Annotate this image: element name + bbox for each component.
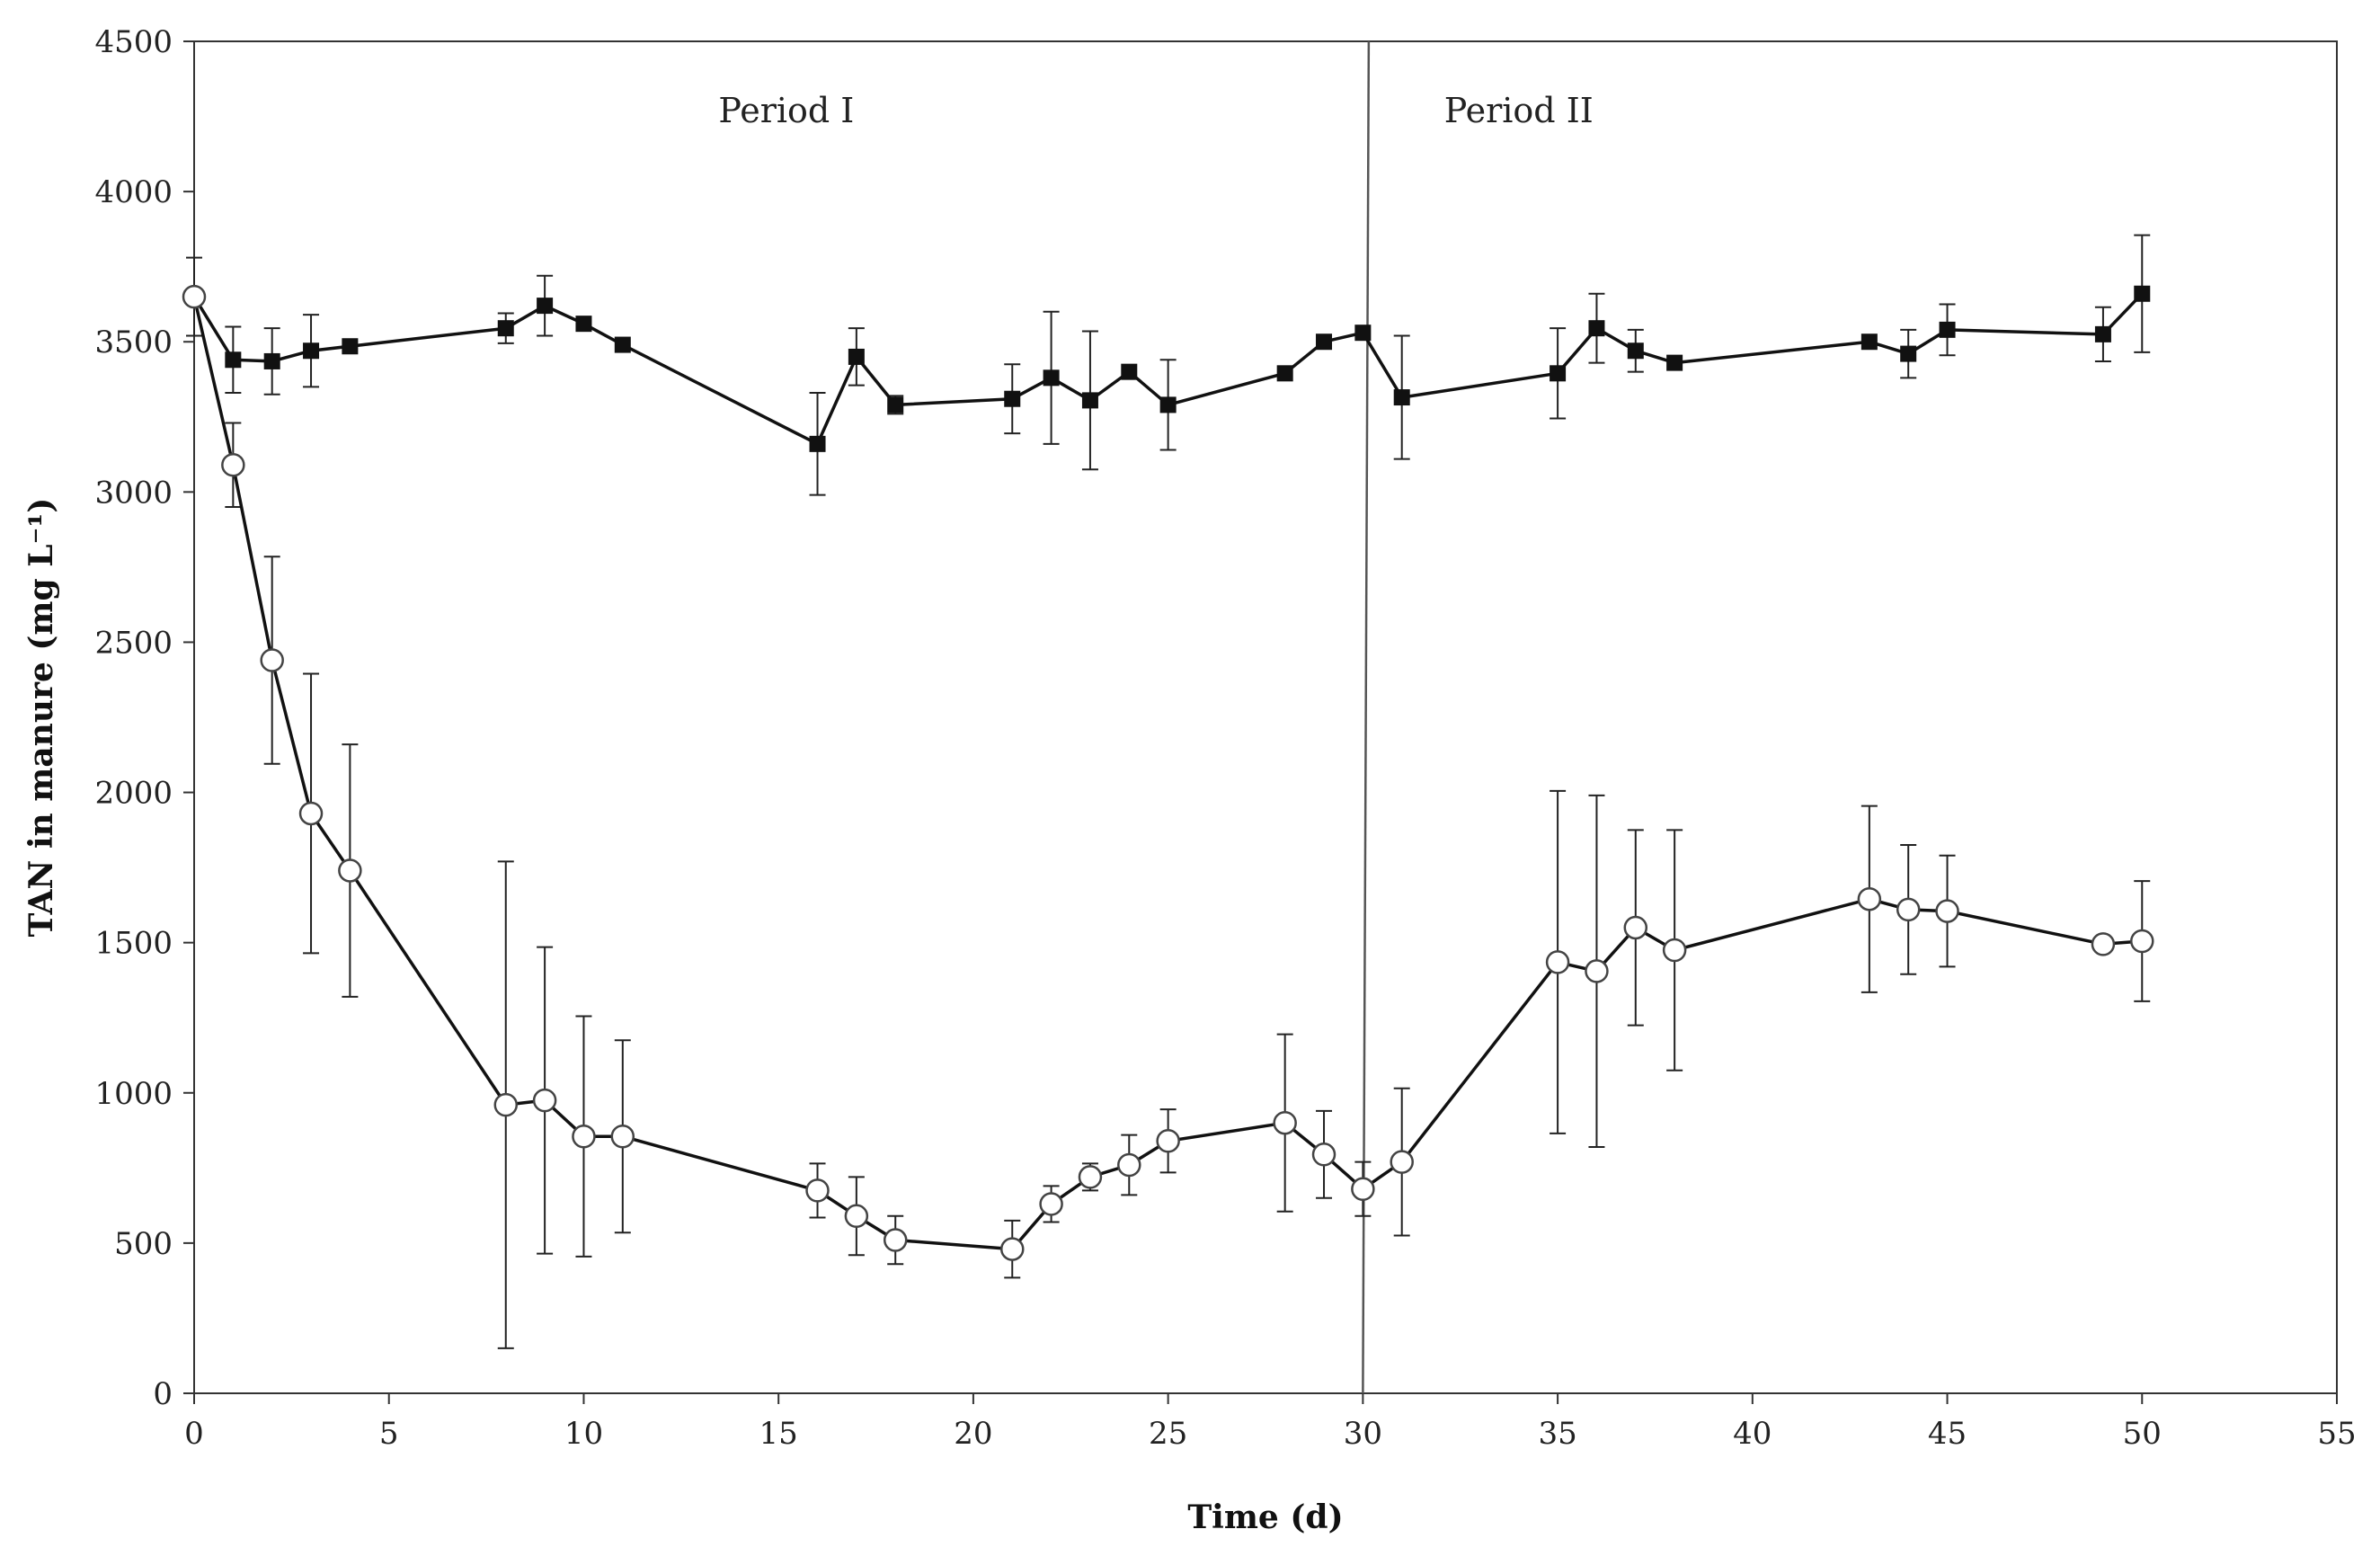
circle-marker bbox=[1935, 899, 1959, 923]
y-tick-label: 4000 bbox=[94, 174, 173, 210]
square-marker bbox=[303, 342, 320, 360]
annotations-group: Period I Period II bbox=[718, 91, 1593, 130]
markers-group bbox=[182, 284, 2154, 1261]
square-marker bbox=[1354, 325, 1372, 342]
square-marker bbox=[614, 336, 631, 353]
x-axis-title: Time (d) bbox=[1187, 1498, 1343, 1536]
x-tick-label: 35 bbox=[1538, 1416, 1576, 1452]
square-marker bbox=[1159, 396, 1177, 413]
x-tick-label: 55 bbox=[2317, 1416, 2356, 1452]
x-tick-label: 50 bbox=[2123, 1416, 2162, 1452]
circle-marker bbox=[1545, 950, 1570, 974]
circle-marker bbox=[1662, 938, 1687, 963]
circle-marker bbox=[1078, 1165, 1103, 1189]
circle-marker bbox=[298, 801, 324, 826]
plot-frame bbox=[193, 40, 2338, 1394]
y-tick-label: 0 bbox=[153, 1376, 173, 1412]
square-marker bbox=[1043, 369, 1060, 387]
square-marker bbox=[887, 396, 904, 413]
circle-marker bbox=[260, 648, 284, 672]
circle-marker bbox=[1390, 1150, 1414, 1174]
y-tick-label: 2000 bbox=[94, 776, 173, 812]
square-marker bbox=[1666, 354, 1683, 371]
square-marker bbox=[263, 352, 280, 369]
square-marker bbox=[342, 338, 359, 355]
circle-marker bbox=[572, 1124, 596, 1149]
square-marker bbox=[1121, 363, 1138, 380]
circle-marker bbox=[182, 284, 207, 309]
x-axis-tick-labels: 0 5 10 15 20 25 30 35 40 45 50 55 bbox=[184, 1393, 2357, 1452]
square-marker bbox=[1939, 321, 1956, 338]
circle-marker bbox=[883, 1228, 908, 1252]
series-lines-group bbox=[192, 292, 2144, 1251]
circle-marker bbox=[221, 453, 245, 477]
plot-frame-group bbox=[193, 40, 2338, 1394]
x-tick-label: 5 bbox=[379, 1416, 399, 1452]
square-marker bbox=[809, 435, 826, 452]
square-marker bbox=[1081, 392, 1098, 409]
y-axis-title: TAN in manure (mg L⁻¹) bbox=[22, 498, 60, 938]
x-tick-label: 45 bbox=[1928, 1416, 1967, 1452]
x-tick-label: 10 bbox=[564, 1416, 603, 1452]
square-marker bbox=[1276, 365, 1293, 382]
y-tick-label: 3500 bbox=[94, 325, 173, 360]
circle-marker bbox=[338, 858, 362, 883]
x-tick-label: 20 bbox=[954, 1416, 992, 1452]
y-tick-label: 3000 bbox=[94, 475, 173, 511]
period-label: Period I bbox=[718, 91, 854, 130]
square-marker bbox=[1393, 389, 1410, 406]
y-tick-label: 2500 bbox=[94, 625, 173, 661]
circle-marker bbox=[1311, 1143, 1337, 1167]
period-divider-line bbox=[1362, 40, 1371, 1394]
circle-marker bbox=[532, 1088, 557, 1113]
circles-series-line bbox=[192, 296, 2143, 1251]
square-marker bbox=[1004, 390, 1021, 407]
circle-marker bbox=[1000, 1237, 1025, 1261]
x-tick-label: 0 bbox=[184, 1416, 204, 1452]
circle-marker bbox=[1117, 1152, 1141, 1178]
circle-marker bbox=[844, 1204, 869, 1229]
square-marker bbox=[1860, 333, 1878, 351]
circle-marker bbox=[805, 1178, 830, 1203]
square-marker bbox=[225, 351, 242, 369]
circle-marker bbox=[1623, 915, 1648, 940]
circle-marker bbox=[1857, 886, 1882, 911]
square-marker bbox=[1588, 320, 1605, 337]
square-marker bbox=[848, 348, 865, 365]
square-marker bbox=[2134, 285, 2151, 302]
circle-marker bbox=[1585, 959, 1609, 983]
y-axis-tick-labels: 0 500 1000 1500 2000 2500 3000 3500 4000 4500 bbox=[94, 24, 194, 1412]
circle-marker bbox=[2130, 929, 2154, 954]
square-marker bbox=[1316, 333, 1333, 351]
x-tick-label: 40 bbox=[1733, 1416, 1772, 1452]
square-marker bbox=[1550, 365, 1567, 382]
circle-marker bbox=[1156, 1129, 1180, 1153]
circle-marker bbox=[2091, 932, 2116, 956]
circle-marker bbox=[610, 1124, 635, 1149]
period-divider-group bbox=[1362, 40, 1371, 1394]
square-marker bbox=[537, 298, 554, 315]
y-tick-label: 1500 bbox=[94, 926, 173, 962]
y-tick-label: 4500 bbox=[94, 24, 173, 60]
circle-marker bbox=[1351, 1177, 1375, 1201]
circle-marker bbox=[1273, 1110, 1297, 1135]
circle-marker bbox=[1896, 897, 1921, 922]
square-marker bbox=[1627, 342, 1644, 360]
square-marker bbox=[575, 316, 592, 333]
square-marker bbox=[497, 320, 514, 337]
x-tick-label: 30 bbox=[1344, 1416, 1382, 1452]
x-tick-label: 25 bbox=[1149, 1416, 1187, 1452]
circle-marker bbox=[493, 1092, 519, 1117]
x-tick-label: 15 bbox=[759, 1416, 798, 1452]
period-label: Period II bbox=[1444, 91, 1594, 130]
circle-marker bbox=[1039, 1192, 1063, 1216]
square-marker bbox=[2094, 325, 2111, 342]
square-marker bbox=[1900, 345, 1917, 362]
y-tick-label: 500 bbox=[114, 1226, 173, 1262]
squares-series-line bbox=[192, 292, 2144, 446]
y-tick-label: 1000 bbox=[94, 1076, 173, 1112]
